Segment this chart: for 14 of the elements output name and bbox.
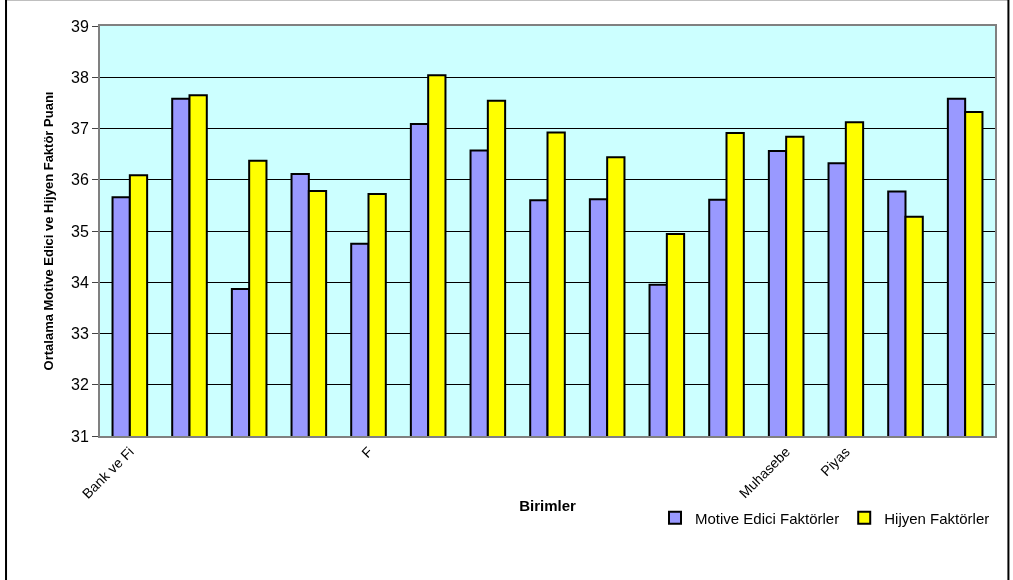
y-tick-label: 32 (71, 376, 89, 394)
y-tick-label: 37 (71, 120, 89, 138)
x-tick-label: F (358, 443, 376, 461)
y-tick-label: 38 (71, 68, 89, 86)
legend-label: Motive Edici Faktörler (695, 509, 840, 527)
y-tick-label: 34 (71, 273, 89, 291)
y-tick-label: 35 (71, 222, 89, 240)
x-axis-title: Birimler (519, 497, 576, 515)
legend-label: Hijyen Faktörler (884, 509, 990, 527)
y-tick-label: 36 (71, 171, 89, 189)
y-tick-label: 33 (71, 325, 89, 343)
y-tick-label: 39 (71, 17, 89, 35)
y-axis-title: Ortalama Motive Edici ve Hijyen Faktör Puanı (41, 91, 57, 371)
y-tick-label: 31 (71, 427, 89, 445)
